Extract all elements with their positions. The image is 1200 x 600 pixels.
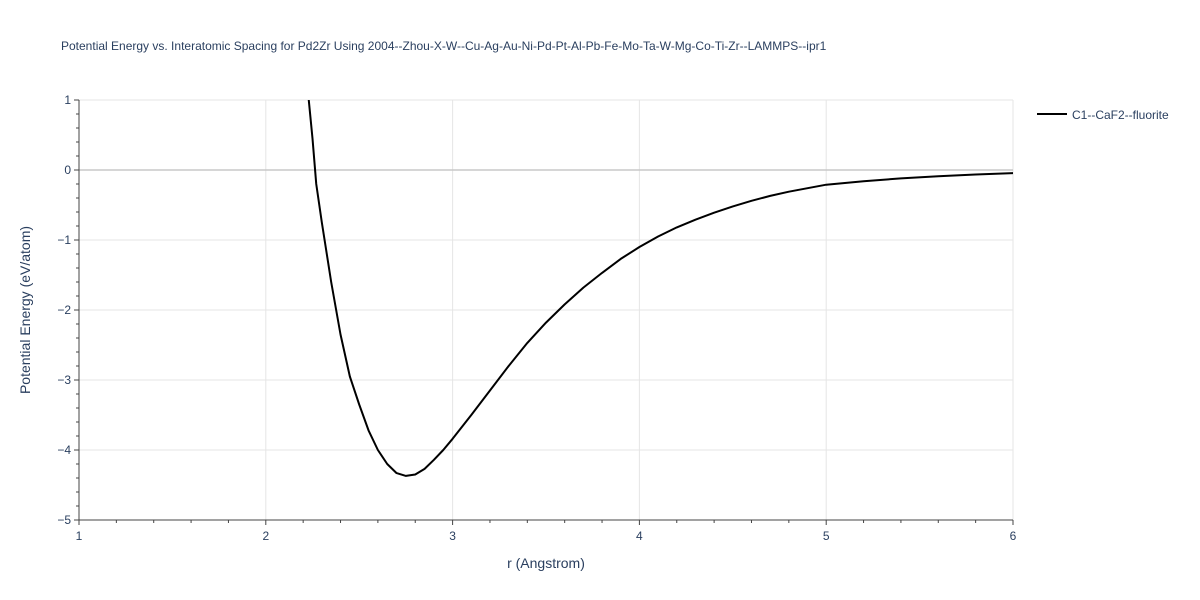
x-tick-label-3: 4: [636, 529, 643, 543]
x-tick-label-0: 1: [76, 529, 83, 543]
y-tick-label-0: 1: [64, 93, 71, 107]
series-area: [307, 100, 1013, 477]
y-tick-label-1: 0: [64, 163, 71, 177]
x-tick-label-2: 3: [449, 529, 456, 543]
legend[interactable]: C1--CaF2--fluorite: [1037, 108, 1169, 122]
grid: [79, 99, 1014, 520]
chart-title: Potential Energy vs. Interatomic Spacing…: [61, 39, 827, 53]
axes: [74, 99, 1014, 525]
x-tick-label-4: 5: [823, 529, 830, 543]
x-tick-label-1: 2: [262, 529, 269, 543]
y-tick-label-2: −1: [57, 233, 71, 247]
legend-label-c1-caf2-fluorite: C1--CaF2--fluorite: [1072, 108, 1169, 122]
y-tick-label-6: −5: [57, 513, 71, 527]
y-tick-label-4: −3: [57, 373, 71, 387]
x-axis-title: r (Angstrom): [507, 555, 585, 571]
y-axis-title: Potential Energy (eV/atom): [17, 226, 33, 394]
tick-labels: 1 2 3 4 5 6 1 0 −1 −2 −3 −4 −5: [57, 93, 1016, 543]
series-line-0: [307, 100, 1013, 477]
x-tick-label-5: 6: [1010, 529, 1017, 543]
y-tick-label-3: −2: [57, 303, 71, 317]
y-tick-label-5: −4: [57, 443, 71, 457]
